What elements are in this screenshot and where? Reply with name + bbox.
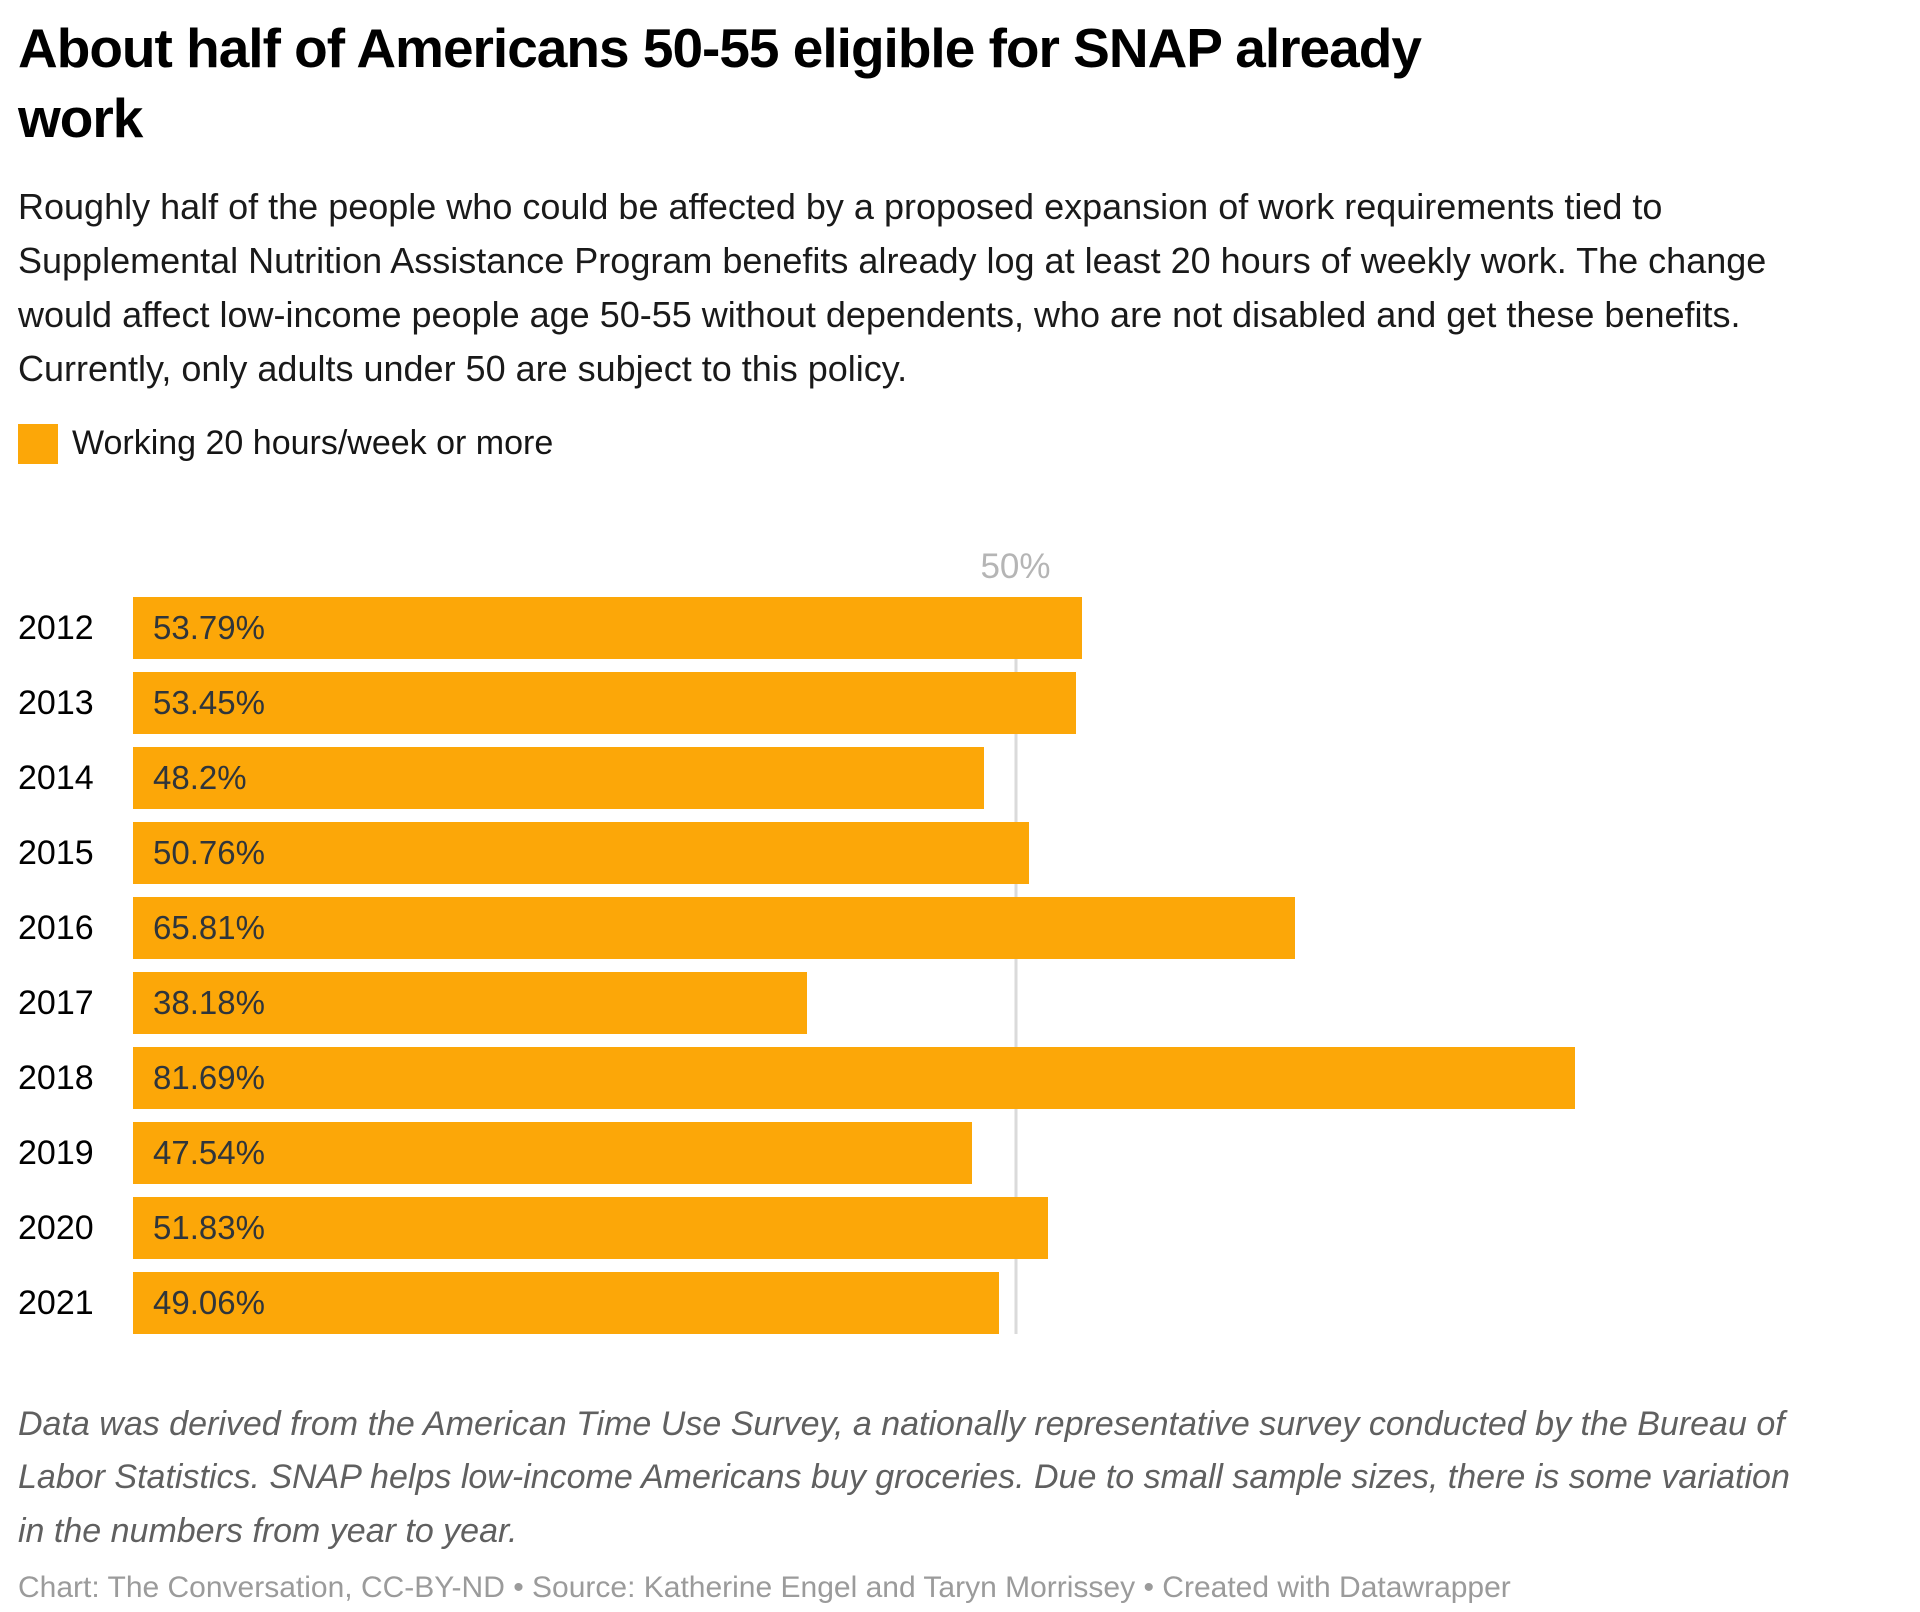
bar[interactable]: 38.18% <box>133 971 807 1034</box>
bar[interactable]: 48.2% <box>133 746 984 809</box>
bar-track: 81.69% <box>133 1046 1898 1109</box>
bar-row: 2012 53.79% <box>18 596 1898 659</box>
bar-track: 53.79% <box>133 596 1898 659</box>
bar-row: 2014 48.2% <box>18 746 1898 809</box>
year-label: 2014 <box>18 758 94 797</box>
gridline-overlay <box>133 596 1898 1334</box>
bar-row: 2015 50.76% <box>18 821 1898 884</box>
year-label: 2015 <box>18 833 94 872</box>
axis-tick-label-50: 50% <box>980 546 1051 586</box>
bar-value-label: 49.06% <box>153 1283 265 1321</box>
year-label: 2021 <box>18 1283 94 1322</box>
bar-row: 2019 47.54% <box>18 1121 1898 1184</box>
bar-value-label: 47.54% <box>153 1133 265 1171</box>
chart-byline: Chart: The Conversation, CC-BY-ND • Sour… <box>18 1570 1511 1604</box>
bar[interactable]: 49.06% <box>133 1271 999 1334</box>
bar-track: 47.54% <box>133 1121 1898 1184</box>
bar-value-label: 50.76% <box>153 833 265 871</box>
bar-value-label: 38.18% <box>153 983 265 1021</box>
bar-row: 2021 49.06% <box>18 1271 1898 1334</box>
bar-value-label: 53.45% <box>153 683 265 721</box>
chart-title-line-2: work <box>18 86 143 149</box>
legend-swatch <box>18 423 58 464</box>
bar-row: 2016 65.81% <box>18 896 1898 959</box>
bar-track: 53.45% <box>133 671 1898 734</box>
year-label: 2016 <box>18 908 94 947</box>
legend: Working 20 hours/week or more <box>18 423 1898 464</box>
bar-track: 65.81% <box>133 896 1898 959</box>
bar-track: 48.2% <box>133 746 1898 809</box>
gridline-50 <box>1014 596 1017 1334</box>
axis-tick-row: 50% <box>133 502 1898 597</box>
bar[interactable]: 53.79% <box>133 596 1083 659</box>
bar-value-label: 53.79% <box>153 608 265 646</box>
legend-label: Working 20 hours/week or more <box>72 424 554 463</box>
chart-notes: Data was derived from the American Time … <box>18 1404 1790 1551</box>
bar-rows: 2012 53.79% 2013 53.45% 2014 48.2% 2015 50.76% 2… <box>18 596 1898 1334</box>
year-label: 2020 <box>18 1208 94 1247</box>
chart-description: Roughly half of the people who could be … <box>18 185 1767 389</box>
bar[interactable]: 53.45% <box>133 671 1077 734</box>
bar-value-label: 65.81% <box>153 908 265 946</box>
bar-track: 50.76% <box>133 821 1898 884</box>
bar-track: 38.18% <box>133 971 1898 1034</box>
bar-row: 2013 53.45% <box>18 671 1898 734</box>
bar[interactable]: 47.54% <box>133 1121 973 1184</box>
year-label: 2013 <box>18 683 94 722</box>
bar[interactable]: 51.83% <box>133 1196 1048 1259</box>
year-label: 2017 <box>18 983 94 1022</box>
bar-value-label: 48.2% <box>153 758 247 796</box>
bar-track: 49.06% <box>133 1271 1898 1334</box>
bar[interactable]: 50.76% <box>133 821 1029 884</box>
year-label: 2018 <box>18 1058 94 1097</box>
bar-value-label: 51.83% <box>153 1208 265 1246</box>
bar[interactable]: 65.81% <box>133 896 1295 959</box>
bar-track: 51.83% <box>133 1196 1898 1259</box>
bar-value-label: 81.69% <box>153 1058 265 1096</box>
chart-title: About half of Americans 50-55 eligible f… <box>18 14 1898 154</box>
bar[interactable]: 81.69% <box>133 1046 1575 1109</box>
bar-chart: 50% 2012 53.79% 2013 53.45% 2014 48.2% 2015 50.… <box>18 502 1898 1334</box>
year-label: 2019 <box>18 1133 94 1172</box>
year-label: 2012 <box>18 608 94 647</box>
bar-row: 2018 81.69% <box>18 1046 1898 1109</box>
bar-row: 2020 51.83% <box>18 1196 1898 1259</box>
bar-row: 2017 38.18% <box>18 971 1898 1034</box>
chart-title-line-1: About half of Americans 50-55 eligible f… <box>18 17 1422 79</box>
